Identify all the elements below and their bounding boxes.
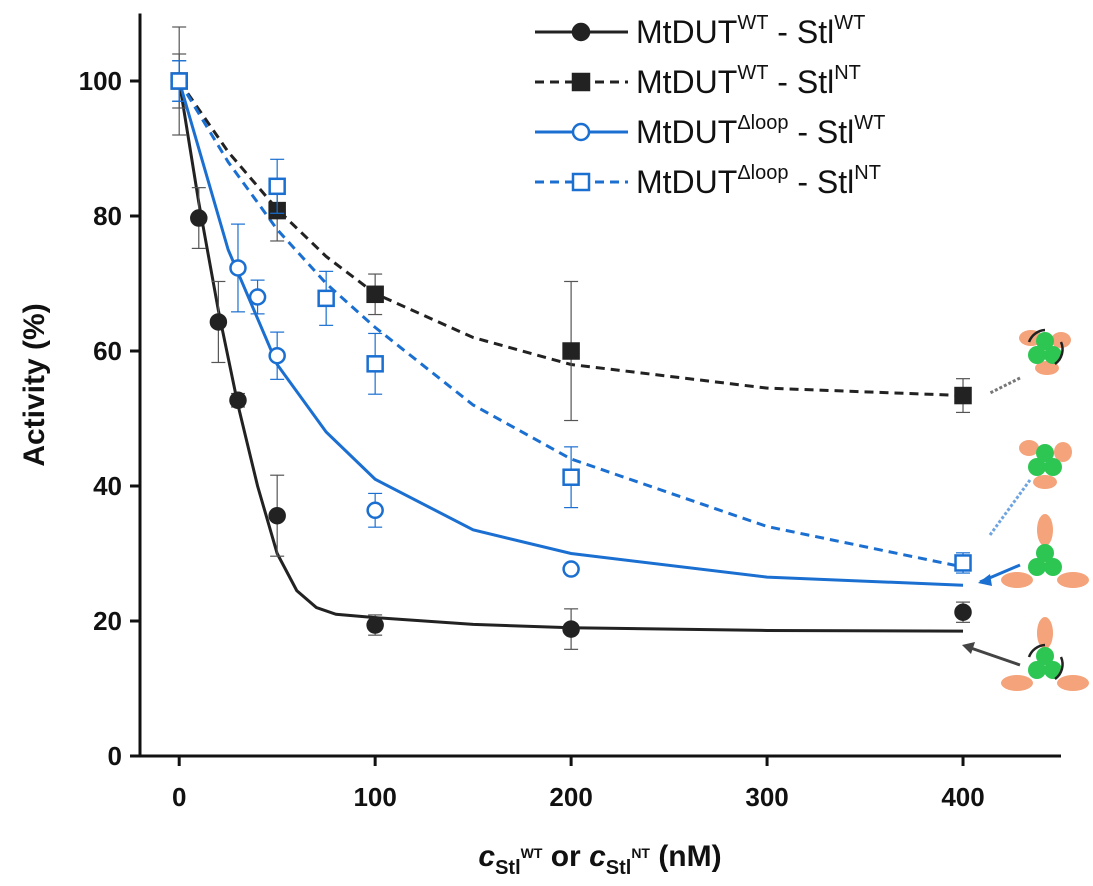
icon-stlwt-wt: [1001, 617, 1089, 691]
x-tick-label: 0: [172, 782, 186, 812]
y-tick-label: 40: [93, 471, 122, 501]
data-point: [954, 554, 972, 572]
y-tick-label: 60: [93, 336, 122, 366]
x-tick-label: 400: [941, 782, 984, 812]
legend-marker: [571, 122, 591, 142]
x-axis-label: cStlWT or cStlNT (nM): [478, 840, 721, 879]
legend-label-part: WT: [737, 62, 768, 84]
data-point: [190, 209, 208, 227]
icon-stlwt-dloop: [1001, 514, 1089, 588]
y-tick-label: 0: [108, 741, 122, 771]
x-axis-label-part: c: [589, 840, 606, 873]
x-tick-label: 200: [549, 782, 592, 812]
legend-label-part: NT: [854, 162, 881, 184]
data-point: [954, 603, 972, 621]
data-point: [366, 285, 384, 304]
data-point: [562, 468, 580, 486]
data-point: [317, 289, 335, 308]
data-point: [562, 560, 580, 578]
x-axis-label-part: NT: [631, 845, 650, 861]
data-point: [954, 386, 972, 405]
legend-label-part: - Stl: [768, 14, 834, 50]
data-point: [366, 501, 384, 520]
icon-stlnt-wt: [1019, 328, 1071, 375]
x-tick-label: 300: [745, 782, 788, 812]
fit-line: [177, 80, 964, 569]
data-point: [170, 72, 188, 90]
x-axis-label-part: Stl: [606, 857, 632, 879]
y-tick-label: 80: [93, 201, 122, 231]
x-axis-label-part: c: [478, 840, 495, 873]
data-point: [562, 620, 580, 638]
legend-label-part: Δloop: [737, 162, 788, 184]
data-point: [248, 288, 267, 306]
x-axis-label-part: (nM): [650, 840, 722, 873]
data-point: [229, 259, 247, 277]
legend-marker: [571, 172, 591, 192]
icon-arrows: [962, 376, 1032, 667]
legend-label-part: MtDUT: [636, 64, 737, 100]
legend-label-part: Δloop: [737, 112, 788, 134]
legend-label-part: - Stl: [788, 164, 854, 200]
legend-marker: [571, 72, 591, 92]
data-point: [366, 616, 384, 634]
legend-label-part: WT: [854, 112, 885, 134]
legend-label-part: - Stl: [788, 114, 854, 150]
data-point: [209, 313, 228, 331]
x-tick-label: 100: [353, 782, 396, 812]
data-point: [562, 342, 580, 360]
legend-label: MtDUTΔloop - StlNT: [636, 162, 881, 200]
legend-label: MtDUTWT - StlWT: [636, 12, 865, 50]
data-point: [268, 346, 286, 365]
x-axis-label-part: or: [542, 840, 589, 873]
y-axis-label: Activity (%): [18, 303, 51, 466]
x-axis-label-part: WT: [521, 845, 543, 861]
legend-label-part: NT: [834, 62, 861, 84]
data-point: [229, 391, 247, 410]
legend-label: MtDUTWT - StlNT: [636, 62, 861, 100]
y-tick-label: 100: [79, 66, 122, 96]
icon-stlnt-dloop: [1019, 440, 1072, 489]
legend-label-part: - Stl: [768, 64, 834, 100]
y-tick-label: 20: [93, 606, 122, 636]
fit-line: [177, 80, 964, 587]
legend-label: MtDUTΔloop - StlWT: [636, 112, 885, 150]
legend-label-part: MtDUT: [636, 14, 737, 50]
data-point: [268, 177, 286, 196]
data-point: [268, 506, 286, 525]
legend-label-part: MtDUT: [636, 114, 737, 150]
data-point: [366, 355, 384, 373]
legend-label-part: MtDUT: [636, 164, 737, 200]
legend-marker: [571, 22, 591, 42]
x-axis-label-part: Stl: [495, 857, 521, 879]
legend-label-part: WT: [737, 12, 768, 34]
legend-label-part: WT: [834, 12, 865, 34]
